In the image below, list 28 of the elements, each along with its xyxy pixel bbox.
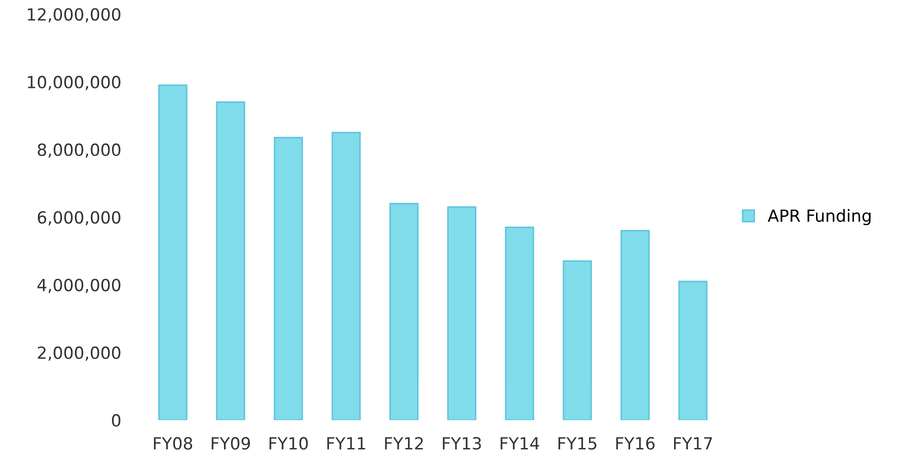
- bar: [389, 202, 419, 420]
- bar: [332, 132, 361, 420]
- y-tick-label: 10,000,000: [28, 76, 120, 90]
- y-tick-label: 6,000,000: [38, 211, 120, 226]
- y-tick-label: 0: [112, 414, 120, 427]
- bar: [504, 226, 534, 420]
- x-tick-label: FY14: [500, 437, 540, 450]
- x-tick-label: FY17: [674, 437, 712, 450]
- legend-label: APR Funding: [768, 209, 871, 226]
- x-tick-label: FY10: [270, 437, 308, 450]
- bar: [216, 101, 246, 420]
- bar: [447, 206, 476, 420]
- y-tick-label: 4,000,000: [37, 278, 120, 294]
- y-tick-label: 12,000,000: [28, 8, 120, 22]
- x-tick-label: FY08: [154, 437, 192, 450]
- x-tick-label: FY16: [616, 437, 655, 450]
- y-tick-label: 8,000,000: [38, 143, 120, 158]
- x-tick-label: FY15: [558, 437, 596, 450]
- bar: [562, 260, 592, 420]
- x-tick-label: FY13: [442, 437, 481, 450]
- x-tick-label: FY09: [212, 437, 250, 450]
- bar: [620, 230, 650, 420]
- x-tick-label: FY12: [385, 437, 423, 450]
- bar: [274, 136, 303, 420]
- bar: [678, 280, 708, 420]
- bar: [158, 84, 188, 420]
- x-tick-label: FY11: [327, 437, 366, 450]
- y-tick-label: 2,000,000: [38, 346, 120, 361]
